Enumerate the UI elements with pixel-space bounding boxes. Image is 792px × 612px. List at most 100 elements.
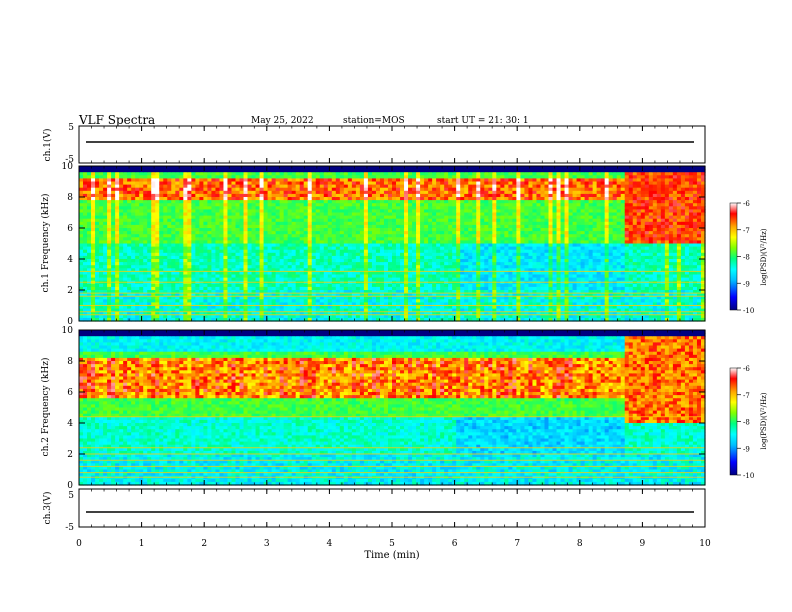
- spectrogram-cell: [87, 190, 92, 195]
- spectrogram-cell: [239, 271, 245, 276]
- spectrogram-cell: [183, 166, 188, 170]
- spectrogram-cell: [87, 277, 92, 282]
- spectrogram-cell: [119, 234, 124, 238]
- spectrogram-cell: [163, 184, 168, 189]
- spectrogram-cell: [227, 299, 233, 303]
- spectrogram-cell: [151, 166, 156, 170]
- spectrogram-cell: [207, 243, 213, 248]
- spectrogram-cell: [259, 259, 265, 263]
- spectrogram-cell: [91, 302, 96, 307]
- spectrogram-cell: [159, 193, 164, 198]
- spectrogram-cell: [155, 259, 160, 263]
- spectrogram-cell: [91, 175, 96, 179]
- spectrogram-cell: [167, 172, 172, 176]
- spectrogram-cell: [95, 290, 100, 294]
- spectrogram-cell: [151, 311, 156, 316]
- spectrogram-cell: [83, 268, 88, 272]
- spectrogram-cell: [167, 218, 172, 223]
- spectrogram-cell: [167, 203, 172, 207]
- spectrogram-cell: [155, 228, 160, 232]
- spectrogram-cell: [243, 317, 249, 322]
- spectrogram-cell: [207, 224, 213, 229]
- spectrogram-cell: [111, 221, 116, 226]
- spectrogram-cell: [143, 172, 148, 176]
- spectrogram-cell: [159, 271, 164, 276]
- start-ut-label: start UT = 21: 30: 1: [437, 116, 529, 126]
- spectrogram-cell: [231, 172, 237, 176]
- spectrogram-cell: [127, 290, 132, 294]
- spectrogram-cell: [167, 317, 172, 322]
- spectrogram-cell: [275, 290, 281, 294]
- spectrogram-cell: [251, 265, 257, 269]
- spectrogram-cell: [239, 234, 245, 238]
- spectrogram-cell: [183, 293, 188, 297]
- spectrogram-cell: [315, 231, 321, 235]
- spectrogram-cell: [231, 293, 237, 297]
- spectrogram-cell: [303, 212, 309, 217]
- spectrogram-cell: [271, 255, 277, 260]
- spectrogram-cell: [239, 311, 245, 316]
- spectrogram-cell: [159, 169, 164, 173]
- spectrogram-cell: [251, 178, 257, 183]
- spectrogram-cell: [199, 299, 204, 303]
- spectrogram-cell: [299, 224, 305, 229]
- spectrogram-cell: [291, 178, 297, 183]
- spectrogram-cell: [79, 252, 84, 257]
- spectrogram-cell: [295, 228, 301, 232]
- spectrogram-cell: [167, 311, 172, 316]
- spectrogram-cell: [319, 317, 325, 322]
- spectrogram-cell: [171, 200, 176, 204]
- spectrogram-cell: [231, 228, 237, 232]
- spectrogram-cell: [103, 237, 108, 241]
- spectrogram-cell: [291, 246, 297, 251]
- spectrogram-cell: [247, 197, 253, 201]
- spectrogram-cell: [303, 203, 309, 207]
- spectrogram-cell: [247, 308, 253, 313]
- spectrogram-cell: [231, 305, 237, 310]
- spectrogram-cell: [103, 206, 108, 210]
- spectrogram-cell: [171, 271, 176, 276]
- spectrogram-cell: [131, 262, 136, 266]
- spectrogram-cell: [203, 299, 209, 303]
- spectrogram-cell: [91, 169, 96, 173]
- spectrogram-cell: [155, 274, 160, 279]
- spectrogram-cell: [91, 172, 96, 176]
- spectrogram-cell: [191, 314, 196, 319]
- spectrogram-cell: [147, 240, 152, 245]
- spectrogram-cell: [211, 193, 217, 198]
- spectrogram-cell: [103, 190, 108, 195]
- spectrogram-cell: [123, 178, 128, 183]
- spectrogram-cell: [247, 255, 253, 260]
- spectrogram-cell: [159, 249, 164, 254]
- spectrogram-cell: [83, 265, 88, 269]
- spectrogram-cell: [175, 314, 180, 319]
- spectrogram-cell: [135, 237, 140, 241]
- spectrogram-cell: [87, 193, 92, 198]
- spectrogram-cell: [103, 286, 108, 291]
- spectrogram-cell: [295, 246, 301, 251]
- spectrogram-cell: [307, 169, 313, 173]
- spectrogram-cell: [95, 175, 100, 179]
- spectrogram-cell: [103, 200, 108, 204]
- spectrogram-cell: [299, 193, 305, 198]
- spectrogram-cell: [115, 314, 120, 319]
- spectrogram-cell: [283, 268, 289, 272]
- spectrogram-cell: [183, 234, 188, 238]
- spectrogram-cell: [215, 286, 221, 291]
- spectrogram-cell: [235, 311, 241, 316]
- spectrogram-cell: [235, 172, 241, 176]
- spectrogram-cell: [207, 314, 213, 319]
- spectrogram-cell: [227, 181, 233, 186]
- spectrogram-cell: [203, 200, 209, 204]
- spectrogram-cell: [299, 271, 305, 276]
- spectrogram-cell: [275, 268, 281, 272]
- spectrogram-cell: [167, 243, 172, 248]
- spectrogram-cell: [251, 224, 257, 229]
- spectrogram-cell: [147, 197, 152, 201]
- spectrogram-cell: [83, 283, 88, 288]
- spectrogram-cell: [267, 299, 273, 303]
- spectrogram-cell: [203, 218, 209, 223]
- spectrogram-cell: [251, 268, 257, 272]
- spectrogram-cell: [291, 221, 297, 226]
- spectrogram-cell: [203, 302, 209, 307]
